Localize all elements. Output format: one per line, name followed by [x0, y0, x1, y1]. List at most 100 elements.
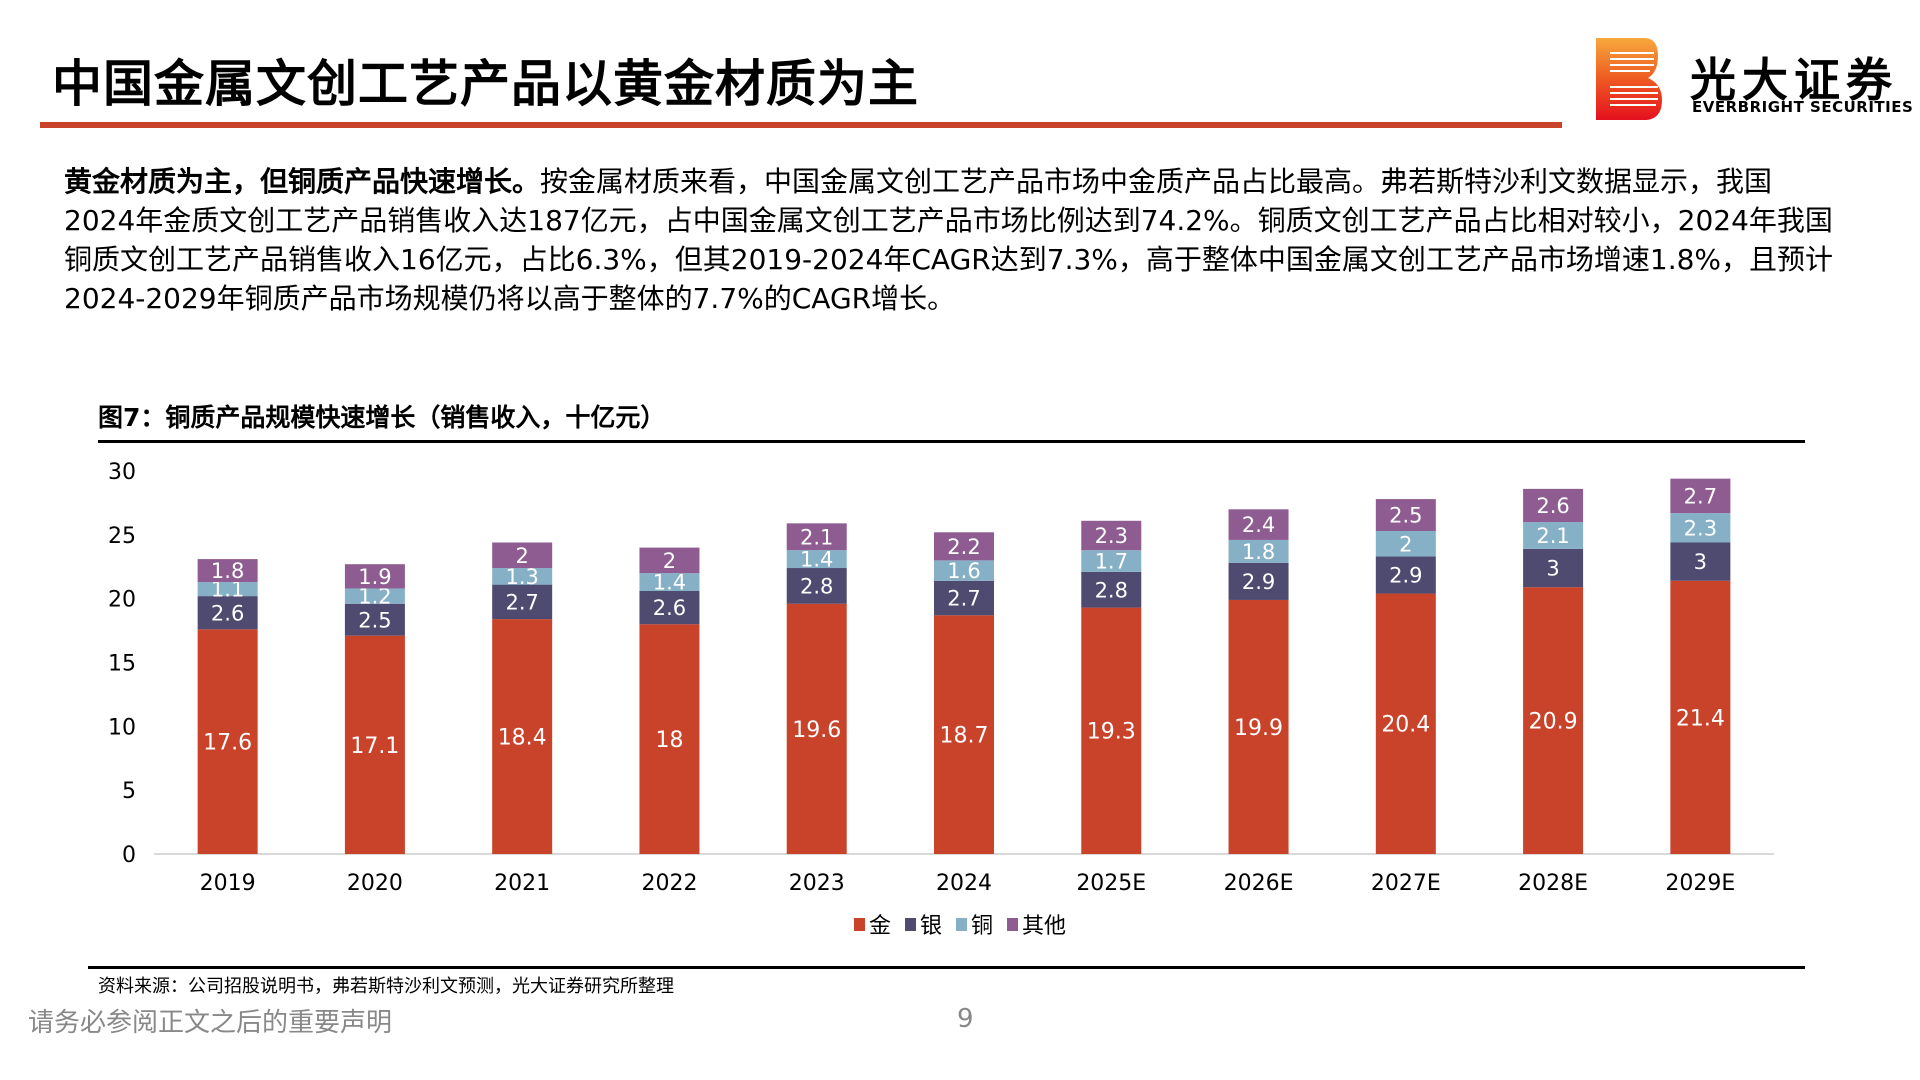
bar-silver	[639, 591, 700, 625]
data-label: 2.9	[1389, 564, 1422, 588]
data-label: 2.2	[947, 535, 980, 559]
chart-legend: 金 银 铜 其他	[0, 908, 1920, 940]
bar-copper	[344, 588, 405, 604]
bar-copper	[492, 568, 553, 585]
bar-other	[344, 564, 405, 589]
data-label: 2.7	[947, 587, 980, 611]
y-tick-label: 25	[108, 524, 136, 549]
y-tick-label: 15	[108, 652, 136, 677]
data-label: 19.6	[792, 718, 841, 743]
bar-gold	[1228, 599, 1289, 854]
legend-swatch	[1007, 917, 1019, 931]
data-label: 2.5	[358, 608, 391, 632]
data-label: 3	[1546, 557, 1559, 581]
title-divider	[40, 122, 1562, 128]
bar-copper	[786, 550, 847, 569]
data-label: 2.3	[1095, 524, 1128, 548]
data-label: 2.7	[505, 590, 538, 614]
data-label: 1.9	[358, 565, 391, 589]
data-label: 2	[663, 549, 676, 573]
data-label: 20.4	[1381, 713, 1430, 738]
y-tick-label: 30	[108, 460, 136, 485]
data-label: 1.8	[211, 559, 244, 583]
bar-gold	[934, 615, 994, 854]
y-tick-label: 0	[122, 843, 136, 868]
legend-item: 金	[853, 908, 891, 940]
legend-label: 金	[868, 914, 891, 939]
legend-label: 其他	[1022, 914, 1067, 939]
x-tick-label: 2029E	[1665, 871, 1735, 896]
data-label: 1.3	[505, 565, 538, 589]
bar-copper	[1523, 522, 1584, 549]
bar-other	[639, 547, 700, 574]
bar-gold	[639, 624, 700, 854]
data-label: 2.6	[1536, 494, 1569, 518]
data-label: 2.6	[653, 596, 686, 620]
data-label: 17.6	[203, 731, 252, 756]
bar-other	[492, 542, 553, 569]
x-tick-label: 2027E	[1371, 871, 1441, 896]
chart-title-divider	[98, 440, 1805, 443]
data-label: 2.6	[211, 601, 244, 625]
logo-text-en: EVERBRIGHT SECURITIES	[1692, 98, 1914, 116]
chart-title: 图7：铜质产品规模快速增长（销售收入，十亿元）	[98, 403, 666, 432]
bar-gold	[1670, 580, 1731, 854]
data-label: 2.3	[1684, 516, 1717, 540]
data-label: 2.1	[1536, 524, 1569, 548]
data-label: 2.4	[1242, 513, 1275, 537]
x-tick-label: 2019	[200, 871, 256, 896]
data-label: 19.3	[1087, 720, 1136, 745]
data-label: 2	[515, 544, 528, 568]
y-tick-label: 5	[122, 779, 136, 804]
data-label: 21.4	[1676, 706, 1725, 731]
body-paragraph: 黄金材质为主，但铜质产品快速增长。按金属材质来看，中国金属文创工艺产品市场中金质…	[64, 162, 1834, 318]
y-tick-label: 20	[108, 588, 136, 613]
x-tick-label: 2025E	[1076, 871, 1146, 896]
bar-copper	[1670, 513, 1731, 543]
bar-gold	[344, 635, 405, 854]
data-label: 18.4	[498, 725, 547, 750]
y-tick-label: 10	[108, 715, 136, 740]
bar-copper	[639, 573, 700, 592]
data-label: 2.5	[1389, 504, 1422, 528]
x-tick-label: 2020	[347, 871, 403, 896]
bar-silver	[1081, 571, 1142, 608]
disclaimer: 请务必参阅正文之后的重要声明	[28, 1008, 393, 1038]
data-label: 1.4	[653, 571, 686, 595]
bar-gold	[786, 603, 847, 854]
bar-gold	[1081, 607, 1142, 854]
legend-item: 银	[904, 908, 942, 940]
bar-silver	[344, 603, 405, 636]
data-label: 19.9	[1234, 716, 1283, 741]
bar-gold	[197, 629, 258, 854]
x-tick-label: 2028E	[1518, 871, 1588, 896]
logo-text-cn: 光大证券	[1690, 53, 1898, 107]
x-tick-label: 2022	[641, 871, 697, 896]
bar-copper	[934, 560, 994, 581]
body-lead: 黄金材质为主，但铜质产品快速增长。	[64, 165, 541, 198]
bar-silver	[1375, 556, 1436, 594]
source-divider	[88, 966, 1805, 969]
data-label: 18.7	[940, 724, 989, 749]
bar-gold	[1375, 593, 1436, 854]
data-label: 20.9	[1529, 710, 1578, 735]
legend-swatch	[853, 917, 865, 931]
data-label: 2.8	[1095, 578, 1128, 602]
body-text: 按金属材质来看，中国金属文创工艺产品市场中金质产品占比最高。弗若斯特沙利文数据显…	[64, 165, 1834, 315]
source-note: 资料来源：公司招股说明书，弗若斯特沙利文预测，光大证券研究所整理	[98, 976, 674, 997]
bar-other	[1523, 488, 1584, 523]
bar-other	[1375, 499, 1436, 532]
bar-other	[1670, 478, 1731, 514]
legend-item: 铜	[956, 908, 993, 940]
data-label: 2	[1399, 532, 1412, 556]
data-label: 1.4	[800, 548, 833, 572]
bar-other	[1081, 520, 1142, 551]
data-label: 2.9	[1242, 570, 1275, 594]
x-tick-label: 2021	[494, 871, 550, 896]
page-number: 9	[957, 1004, 974, 1034]
bar-other	[934, 532, 994, 561]
data-label: 18	[655, 728, 683, 753]
bar-silver	[1228, 562, 1289, 600]
data-label: 3	[1694, 550, 1707, 574]
